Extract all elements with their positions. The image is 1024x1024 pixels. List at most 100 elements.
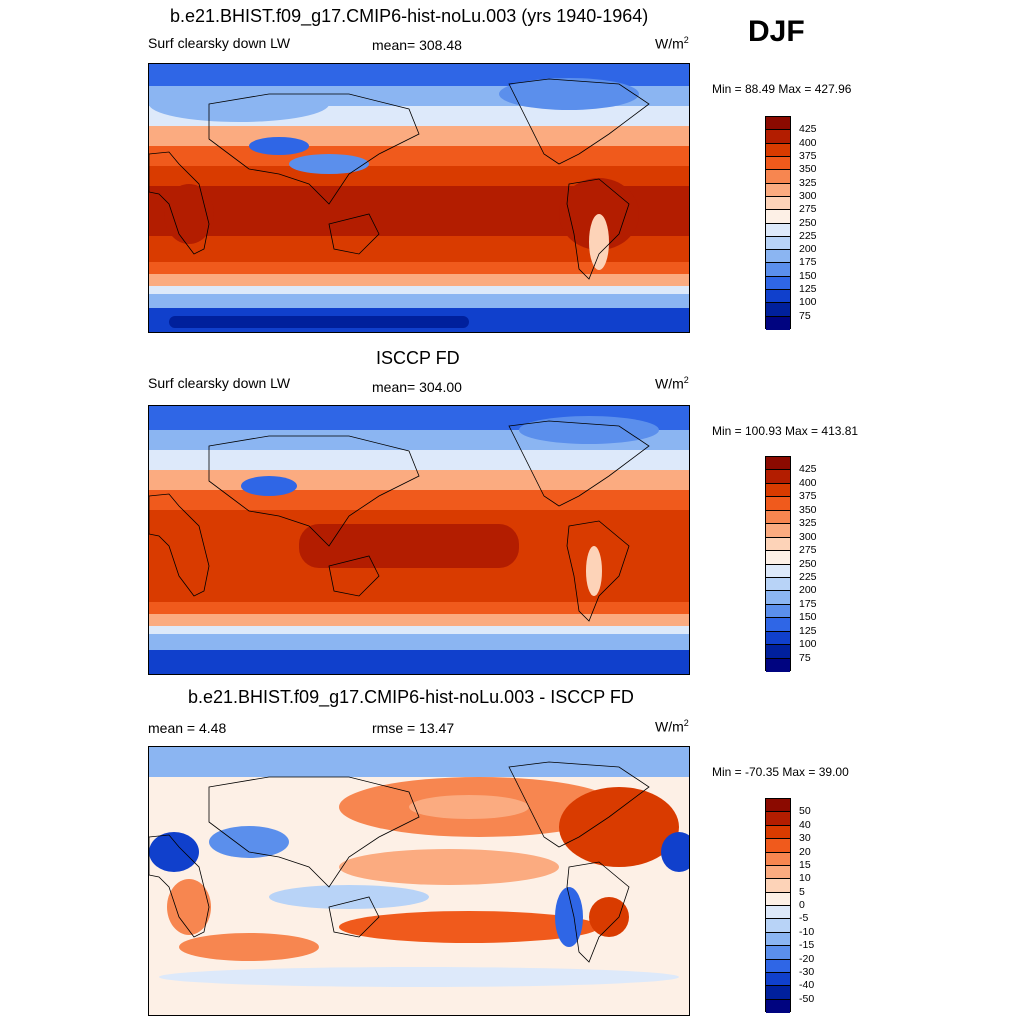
colorbar-tick-label: 20 bbox=[799, 845, 811, 858]
colorbar-box bbox=[766, 879, 790, 893]
colorbar-tick-label: 30 bbox=[799, 832, 811, 845]
colorbar-box bbox=[766, 919, 790, 933]
colorbar-box bbox=[766, 276, 790, 291]
panel-2-mean-label: mean= 304.00 bbox=[372, 379, 462, 395]
colorbar-box bbox=[766, 986, 790, 1000]
colorbar-box bbox=[766, 156, 790, 171]
colorbar-box bbox=[766, 497, 790, 511]
colorbar-tick-label: 175 bbox=[799, 256, 817, 269]
colorbar-tick-label: 300 bbox=[799, 530, 817, 543]
colorbar-box bbox=[766, 604, 790, 619]
colorbar-tick-label: -30 bbox=[799, 965, 815, 978]
colorbar-tick-label: 350 bbox=[799, 503, 817, 516]
panel-3-title: b.e21.BHIST.f09_g17.CMIP6-hist-noLu.003 … bbox=[188, 687, 634, 707]
colorbar-tick-label: 275 bbox=[799, 544, 817, 557]
colorbar-tick-label: 175 bbox=[799, 597, 817, 610]
colorbar-box bbox=[766, 551, 790, 565]
colorbar-tick-label: 75 bbox=[799, 309, 811, 322]
colorbar-box bbox=[766, 183, 790, 197]
colorbar-box bbox=[766, 564, 790, 578]
panel-3-colorbar bbox=[765, 798, 791, 1013]
colorbar-tick-label: 400 bbox=[799, 136, 817, 149]
colorbar-box bbox=[766, 510, 790, 525]
colorbar-box bbox=[766, 839, 790, 853]
colorbar-box bbox=[766, 223, 790, 237]
panel-3-rmse-label: rmse = 13.47 bbox=[372, 720, 455, 736]
colorbar-box bbox=[766, 999, 790, 1013]
colorbar-box bbox=[766, 959, 790, 973]
colorbar-box bbox=[766, 196, 790, 211]
colorbar-box bbox=[766, 303, 790, 317]
colorbar-box bbox=[766, 263, 790, 277]
colorbar-box bbox=[766, 250, 790, 264]
panel-1-title: b.e21.BHIST.f09_g17.CMIP6-hist-noLu.003 … bbox=[170, 6, 649, 26]
colorbar-tick-label: 425 bbox=[799, 463, 817, 476]
colorbar-tick-label: 425 bbox=[799, 123, 817, 136]
colorbar-box bbox=[766, 645, 790, 659]
panel-1-minmax: Min = 88.49 Max = 427.96 bbox=[712, 82, 852, 96]
colorbar-box bbox=[766, 932, 790, 947]
colorbar-box bbox=[766, 577, 790, 592]
colorbar-box bbox=[766, 130, 790, 144]
panel-1-map-svg bbox=[149, 64, 689, 332]
colorbar-box bbox=[766, 946, 790, 960]
panel-1-map bbox=[148, 63, 690, 333]
colorbar-tick-label: -20 bbox=[799, 952, 815, 965]
panel-2-units: W/m2 bbox=[655, 375, 689, 392]
colorbar-tick-label: 325 bbox=[799, 517, 817, 530]
colorbar-box bbox=[766, 799, 790, 813]
colorbar-tick-label: 300 bbox=[799, 189, 817, 202]
colorbar-tick-label: 200 bbox=[799, 243, 817, 256]
colorbar-box bbox=[766, 236, 790, 251]
panel-2-map-svg bbox=[149, 406, 689, 674]
colorbar-box bbox=[766, 210, 790, 224]
colorbar-tick-label: 40 bbox=[799, 818, 811, 831]
colorbar-box bbox=[766, 865, 790, 880]
panel-3-units: W/m2 bbox=[655, 718, 689, 735]
colorbar-box bbox=[766, 117, 790, 131]
colorbar-box bbox=[766, 457, 790, 471]
colorbar-tick-label: 225 bbox=[799, 570, 817, 583]
colorbar-tick-label: 250 bbox=[799, 557, 817, 570]
colorbar-tick-label: 200 bbox=[799, 584, 817, 597]
colorbar-box bbox=[766, 524, 790, 538]
colorbar-tick-label: 375 bbox=[799, 490, 817, 503]
colorbar-tick-label: 400 bbox=[799, 476, 817, 489]
panel-3-map bbox=[148, 746, 690, 1016]
colorbar-tick-label: -15 bbox=[799, 939, 815, 952]
colorbar-tick-label: 150 bbox=[799, 269, 817, 282]
colorbar-box bbox=[766, 470, 790, 484]
colorbar-tick-label: 75 bbox=[799, 651, 811, 664]
colorbar-tick-label: 125 bbox=[799, 283, 817, 296]
panel-2-minmax: Min = 100.93 Max = 413.81 bbox=[712, 424, 859, 438]
colorbar-tick-label: 325 bbox=[799, 176, 817, 189]
colorbar-tick-label: 15 bbox=[799, 858, 811, 871]
colorbar-tick-label: 100 bbox=[799, 296, 817, 309]
panel-1-units: W/m2 bbox=[655, 35, 689, 52]
colorbar-box bbox=[766, 631, 790, 646]
panel-1-variable-label: Surf clearsky down LW bbox=[148, 35, 291, 51]
colorbar-box bbox=[766, 658, 790, 672]
colorbar-tick-label: 10 bbox=[799, 872, 811, 885]
panel-2-variable-label: Surf clearsky down LW bbox=[148, 375, 291, 391]
panel-1-colorbar bbox=[765, 116, 791, 330]
colorbar-box bbox=[766, 170, 790, 184]
panel-3-minmax: Min = -70.35 Max = 39.00 bbox=[712, 765, 849, 779]
colorbar-tick-label: 375 bbox=[799, 149, 817, 162]
colorbar-tick-label: -50 bbox=[799, 992, 815, 1005]
colorbar-box bbox=[766, 852, 790, 866]
panel-2-colorbar bbox=[765, 456, 791, 672]
colorbar-box bbox=[766, 316, 790, 330]
colorbar-tick-label: 225 bbox=[799, 229, 817, 242]
colorbar-box bbox=[766, 892, 790, 906]
colorbar-tick-label: 100 bbox=[799, 638, 817, 651]
colorbar-tick-label: 125 bbox=[799, 624, 817, 637]
colorbar-box bbox=[766, 290, 790, 304]
season-label: DJF bbox=[748, 15, 805, 48]
colorbar-box bbox=[766, 537, 790, 552]
colorbar-tick-label: 50 bbox=[799, 805, 811, 818]
colorbar-tick-label: 150 bbox=[799, 611, 817, 624]
colorbar-tick-label: -10 bbox=[799, 925, 815, 938]
panel-2-map bbox=[148, 405, 690, 675]
colorbar-tick-label: 275 bbox=[799, 203, 817, 216]
